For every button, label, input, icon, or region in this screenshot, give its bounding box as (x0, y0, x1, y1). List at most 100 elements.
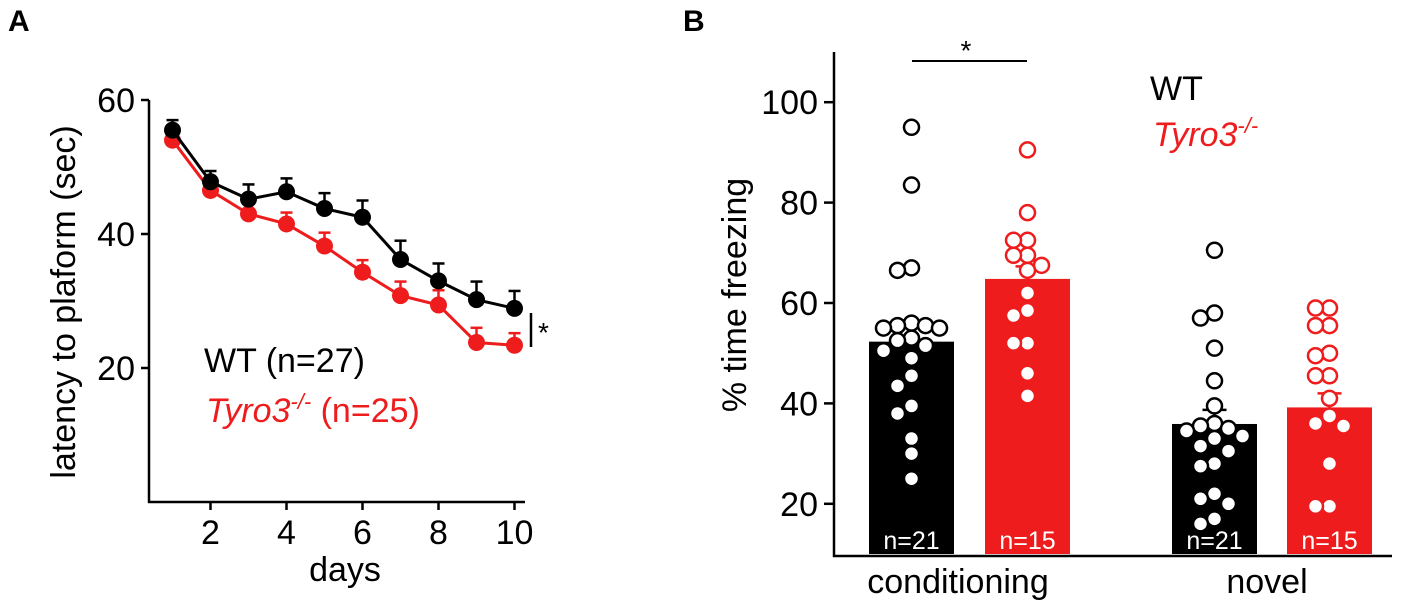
data-point-tyro3-novel (1320, 344, 1339, 362)
data-point-tyro3-novel (1306, 316, 1325, 335)
data-point (164, 121, 181, 139)
data-point-tyro3-novel (1306, 299, 1325, 317)
data-point-wt-conditioning (888, 404, 907, 423)
series-wt-a (164, 118, 523, 317)
data-point (278, 183, 295, 201)
data-point-tyro3-conditioning (1004, 231, 1023, 249)
data-point-wt-conditioning (902, 367, 921, 385)
data-point-tyro3-conditioning (1004, 246, 1023, 265)
data-point-wt-conditioning (888, 331, 907, 350)
data-point (354, 208, 371, 226)
series-tyro3-a (164, 128, 523, 354)
data-point-tyro3-conditioning (1004, 334, 1023, 352)
category-label-novel: novel (1226, 563, 1307, 601)
data-point-wt-novel (1191, 309, 1210, 327)
y-tick-label-b-100: 100 (761, 84, 818, 122)
y-tick-label-b-40: 40 (780, 385, 818, 423)
n-label-tyro3-conditioning: n=15 (999, 527, 1055, 555)
legend-wt-a: WT (n=27) (204, 342, 365, 380)
data-point-wt-novel (1191, 417, 1210, 435)
data-point (240, 205, 257, 223)
data-point-tyro3-conditioning (1018, 387, 1037, 405)
data-point-tyro3-conditioning (1018, 284, 1037, 302)
data-point-wt-conditioning (874, 319, 893, 337)
data-point-wt-conditioning (902, 176, 921, 194)
data-point-wt-novel (1205, 339, 1224, 357)
y-tick-label-b-60: 60 (780, 285, 818, 323)
series-line (171, 129, 515, 310)
data-point-tyro3-novel (1334, 417, 1353, 435)
n-label-tyro3-novel: n=15 (1301, 527, 1357, 555)
data-point-wt-conditioning (930, 319, 949, 337)
data-point (240, 190, 257, 208)
data-point-wt-novel (1191, 437, 1210, 455)
x-tick-label-a-4: 4 (277, 514, 296, 552)
y-tick-label-a-60: 60 (97, 82, 135, 120)
line-chart-a: 20 40 60 2 4 6 8 10 latency to plaform (sec) d… (45, 82, 549, 589)
data-point-tyro3-conditioning (1032, 256, 1051, 275)
legend-wt-b: WT (1150, 70, 1203, 108)
y-axis-title-b: % time freezing (716, 178, 754, 412)
data-point-wt-conditioning (888, 316, 907, 335)
legend-tyro3-name-a: Tyro3 (206, 392, 290, 430)
data-point-wt-conditioning (888, 261, 907, 280)
data-point-tyro3-novel (1320, 389, 1339, 408)
data-point-wt-novel (1205, 485, 1224, 503)
data-point-tyro3-conditioning (1018, 301, 1037, 320)
data-point-wt-conditioning (902, 314, 921, 332)
data-point-wt-novel (1191, 457, 1210, 475)
data-point-tyro3-conditioning (1018, 141, 1037, 159)
y-tick-label-a-40: 40 (97, 216, 135, 254)
legend-tyro3-sup-b: -/- (1237, 113, 1258, 138)
bar-tyro3-conditioning (985, 278, 1070, 554)
data-point-wt-conditioning (888, 377, 907, 395)
category-label-conditioning: conditioning (867, 563, 1048, 601)
y-tick-label-b-20: 20 (780, 486, 818, 524)
data-point-wt-novel (1205, 414, 1224, 433)
significance-star-b: * (961, 35, 972, 66)
data-point-wt-conditioning (902, 397, 921, 415)
data-point-tyro3-novel (1306, 497, 1325, 516)
data-point (506, 336, 523, 354)
data-point-wt-conditioning (916, 316, 935, 335)
data-point-wt-novel (1219, 495, 1238, 513)
data-point-wt-conditioning (902, 444, 921, 463)
data-point-wt-conditioning (902, 118, 921, 137)
data-point (354, 263, 371, 281)
significance-star-a: * (538, 317, 549, 348)
data-point-wt-conditioning (902, 329, 921, 347)
x-tick-label-a-6: 6 (353, 514, 372, 552)
data-point-wt-conditioning (902, 429, 921, 448)
panel-label-b: B (683, 5, 705, 38)
data-point-wt-conditioning (902, 469, 921, 488)
data-point (430, 296, 447, 314)
data-point-tyro3-novel (1306, 414, 1325, 433)
data-point-tyro3-conditioning (1018, 261, 1037, 280)
data-point-wt-novel (1191, 515, 1210, 533)
legend-tyro3-name-b: Tyro3 (1153, 116, 1237, 154)
data-point-wt-conditioning (916, 336, 935, 355)
data-point-wt-novel (1219, 442, 1238, 460)
data-point-wt-novel (1205, 304, 1224, 322)
data-point (202, 173, 219, 191)
data-point (468, 334, 485, 352)
x-axis-title-a: days (309, 551, 381, 589)
data-point-wt-novel (1205, 454, 1224, 473)
legend-tyro3-b: Tyro3-/- (1153, 113, 1258, 154)
data-point-tyro3-conditioning (1018, 364, 1037, 383)
bar-chart-b: 20 40 60 80 100 n=21 n=21 n=15 n=15 % time free… (716, 35, 1392, 601)
data-point-wt-conditioning (874, 341, 893, 360)
data-point-wt-novel (1205, 397, 1224, 415)
data-point (392, 250, 409, 268)
panel-label-a: A (8, 5, 30, 38)
data-point (316, 237, 333, 255)
legend-tyro3-a: Tyro3-/- (n=25) (206, 389, 420, 430)
data-point-tyro3-novel (1306, 367, 1325, 385)
data-point-wt-novel (1205, 372, 1224, 390)
legend-tyro3-n-a: (n=25) (311, 392, 420, 430)
data-point-tyro3-novel (1306, 346, 1325, 365)
series-line (171, 139, 515, 347)
data-point (430, 272, 447, 290)
y-tick-label-a-20: 20 (97, 350, 135, 388)
